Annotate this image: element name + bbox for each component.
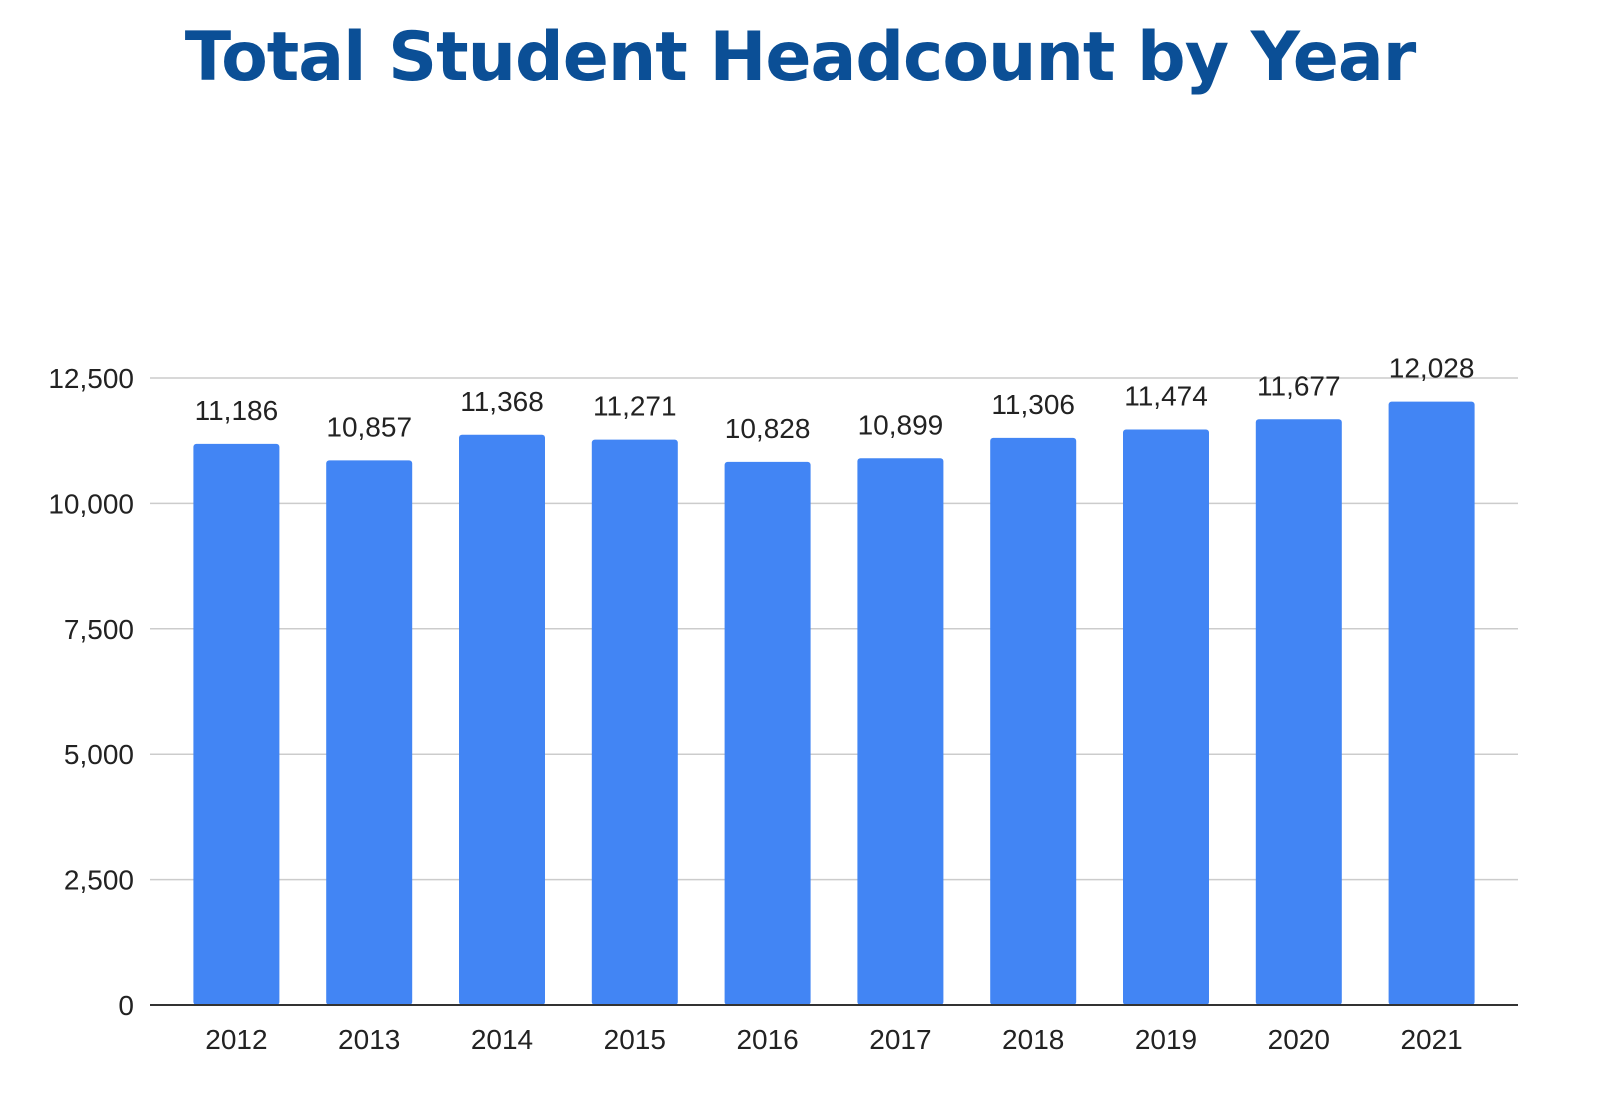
data-label: 11,186 — [195, 395, 279, 426]
labels: 0 2,500 5,000 7,500 10,000 12,500 11,186 2012 10… — [48, 353, 1474, 1055]
chart-title: Total Student Headcount by Year — [184, 18, 1417, 97]
x-tick-label: 2016 — [736, 1024, 798, 1055]
bar-2014 — [459, 434, 545, 1005]
data-label: 11,368 — [460, 386, 544, 417]
bar-2021 — [1388, 401, 1475, 1005]
bar-2012 — [193, 443, 280, 1005]
bar-2017 — [857, 458, 944, 1005]
bar-2019 — [1123, 429, 1209, 1005]
x-tick-label: 2013 — [338, 1024, 400, 1055]
y-tick-label: 7,500 — [64, 614, 134, 645]
bar-2020 — [1255, 419, 1342, 1005]
x-tick-label: 2020 — [1268, 1024, 1330, 1055]
bar-2018 — [990, 437, 1077, 1005]
bar-2015 — [591, 439, 678, 1006]
y-tick-label: 0 — [118, 990, 134, 1021]
bar-2016 — [724, 461, 811, 1005]
y-tick-label: 2,500 — [64, 865, 134, 896]
x-tick-label: 2014 — [471, 1024, 533, 1055]
bar-2013 — [326, 460, 413, 1006]
x-tick-label: 2021 — [1400, 1024, 1462, 1055]
data-label: 10,828 — [725, 413, 811, 444]
y-tick-label: 12,500 — [48, 363, 134, 394]
data-label: 12,028 — [1389, 353, 1475, 384]
x-tick-label: 2012 — [205, 1024, 267, 1055]
data-label: 11,271 — [593, 391, 677, 422]
x-tick-label: 2017 — [869, 1024, 931, 1055]
x-tick-label: 2018 — [1002, 1024, 1064, 1055]
data-label: 11,677 — [1257, 370, 1341, 401]
data-label: 10,899 — [858, 409, 944, 440]
data-label: 11,306 — [991, 389, 1075, 420]
y-tick-label: 5,000 — [64, 739, 134, 770]
data-label: 11,474 — [1124, 380, 1208, 411]
x-tick-label: 2019 — [1135, 1024, 1197, 1055]
y-tick-label: 10,000 — [48, 488, 134, 519]
data-label: 10,857 — [326, 411, 412, 442]
bars — [193, 401, 1475, 1006]
x-tick-label: 2015 — [604, 1024, 666, 1055]
